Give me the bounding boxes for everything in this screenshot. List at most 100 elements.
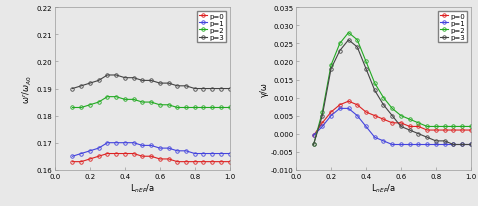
p=1 — [113, 142, 119, 144]
Line: p=0: p=0 — [312, 100, 473, 138]
p=2 — [218, 107, 224, 109]
Line: p=0: p=0 — [71, 152, 231, 164]
p=1 — [130, 142, 136, 144]
p=0 — [372, 115, 378, 117]
p=1 — [328, 115, 334, 117]
p=3 — [96, 80, 101, 82]
p=0 — [337, 104, 343, 107]
p=1 — [218, 152, 224, 155]
p=3 — [407, 129, 413, 132]
p=0 — [424, 129, 430, 132]
p=3 — [450, 144, 456, 146]
p=2 — [201, 107, 206, 109]
p=2 — [442, 126, 447, 128]
p=1 — [346, 108, 351, 110]
p=3 — [113, 74, 119, 77]
p=0 — [166, 158, 172, 160]
p=0 — [442, 129, 447, 132]
p=0 — [468, 129, 474, 132]
p=0 — [390, 122, 395, 124]
p=2 — [70, 107, 76, 109]
p=2 — [407, 118, 413, 121]
p=2 — [398, 115, 404, 117]
p=3 — [183, 85, 189, 88]
p=1 — [424, 144, 430, 146]
p=1 — [148, 144, 154, 147]
p=1 — [450, 144, 456, 146]
p=3 — [157, 82, 163, 85]
p=0 — [157, 158, 163, 160]
p=1 — [209, 152, 215, 155]
p=3 — [468, 144, 474, 146]
p=3 — [166, 82, 172, 85]
p=3 — [459, 144, 465, 146]
p=3 — [390, 115, 395, 117]
p=3 — [380, 104, 386, 107]
p=1 — [407, 144, 413, 146]
p=0 — [459, 129, 465, 132]
p=2 — [328, 64, 334, 67]
p=3 — [363, 68, 369, 71]
Line: p=1: p=1 — [312, 107, 473, 146]
p=0 — [122, 152, 128, 155]
p=3 — [346, 39, 351, 42]
p=2 — [192, 107, 197, 109]
p=0 — [130, 152, 136, 155]
p=0 — [319, 122, 325, 124]
p=0 — [78, 161, 84, 163]
p=2 — [130, 99, 136, 101]
p=1 — [459, 144, 465, 146]
Line: p=1: p=1 — [71, 141, 231, 158]
p=3 — [424, 136, 430, 139]
p=2 — [105, 96, 110, 98]
p=1 — [442, 144, 447, 146]
p=1 — [166, 147, 172, 150]
p=3 — [78, 85, 84, 88]
p=3 — [442, 140, 447, 142]
p=2 — [450, 126, 456, 128]
p=2 — [424, 126, 430, 128]
p=3 — [337, 50, 343, 53]
p=0 — [192, 161, 197, 163]
p=2 — [363, 61, 369, 63]
p=2 — [209, 107, 215, 109]
p=2 — [433, 126, 439, 128]
p=1 — [227, 152, 233, 155]
p=3 — [130, 77, 136, 80]
p=0 — [183, 161, 189, 163]
p=1 — [70, 155, 76, 158]
p=2 — [157, 104, 163, 107]
p=0 — [415, 126, 421, 128]
p=0 — [174, 161, 180, 163]
p=2 — [87, 104, 93, 107]
p=0 — [407, 126, 413, 128]
p=3 — [372, 90, 378, 92]
p=2 — [354, 39, 360, 42]
p=1 — [192, 152, 197, 155]
Y-axis label: ω$^r$/$ω_{A0}$: ω$^r$/$ω_{A0}$ — [21, 75, 33, 103]
p=1 — [433, 144, 439, 146]
p=0 — [450, 129, 456, 132]
p=2 — [96, 101, 101, 104]
p=2 — [148, 101, 154, 104]
p=2 — [113, 96, 119, 98]
p=2 — [468, 126, 474, 128]
p=0 — [113, 152, 119, 155]
p=1 — [398, 144, 404, 146]
p=0 — [346, 101, 351, 103]
p=3 — [192, 88, 197, 90]
p=1 — [201, 152, 206, 155]
p=2 — [346, 32, 351, 35]
p=3 — [433, 140, 439, 142]
p=2 — [78, 107, 84, 109]
p=1 — [363, 126, 369, 128]
p=1 — [415, 144, 421, 146]
p=1 — [78, 152, 84, 155]
Y-axis label: γ/ω: γ/ω — [260, 82, 269, 96]
p=0 — [201, 161, 206, 163]
p=3 — [70, 88, 76, 90]
p=3 — [105, 74, 110, 77]
p=0 — [433, 129, 439, 132]
Legend: p=0, p=1, p=2, p=3: p=0, p=1, p=2, p=3 — [197, 12, 226, 43]
p=1 — [140, 144, 145, 147]
